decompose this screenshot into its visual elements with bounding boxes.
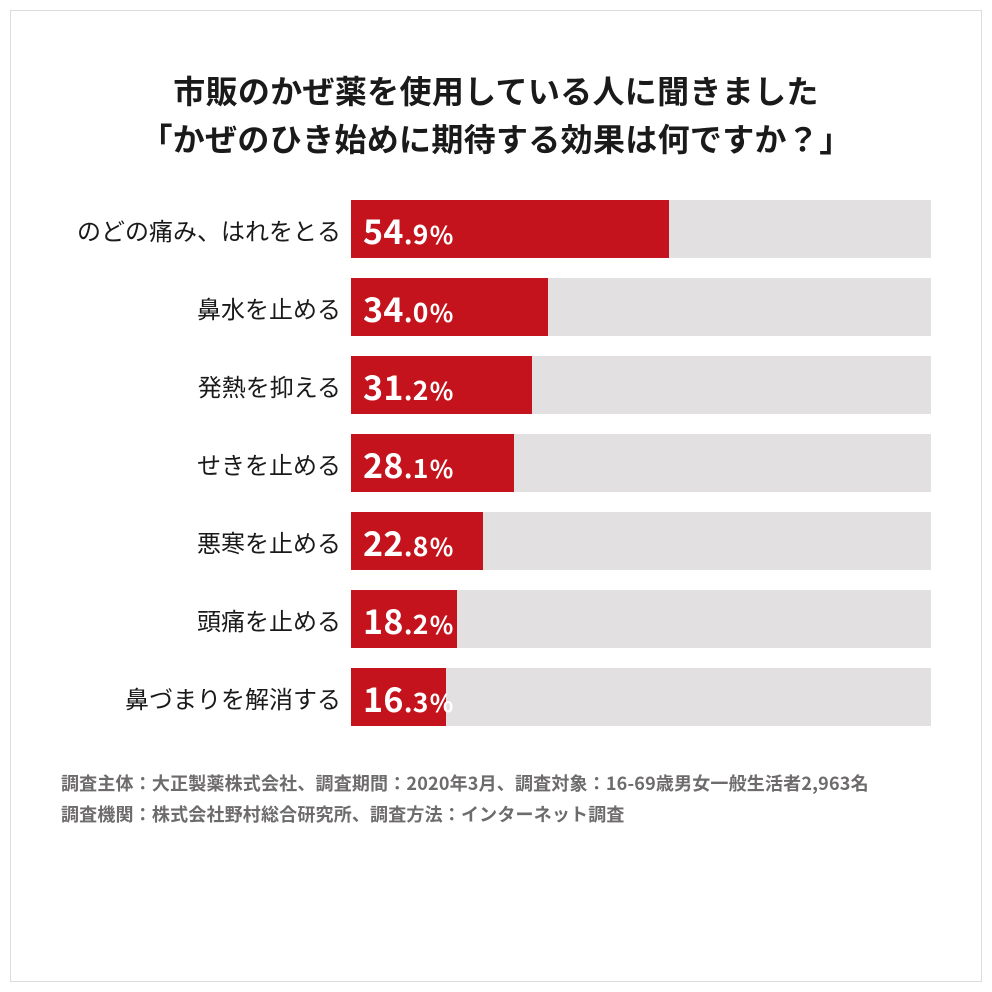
bar-value-int: 34 xyxy=(363,283,404,332)
bar-value-int: 28 xyxy=(363,439,404,488)
bar-row: のどの痛み、はれをとる54.9% xyxy=(61,200,931,258)
bar-track: 34.0% xyxy=(351,278,931,336)
bar-value: 16.3% xyxy=(351,673,454,722)
footnote-line-1: 調査主体：大正製薬株式会社、調査期間：2020年3月、調査対象：16-69歳男女… xyxy=(61,768,931,799)
bar-value-dec: .2 xyxy=(404,603,429,642)
bar-value-dec: .0 xyxy=(404,291,429,330)
percent-icon: % xyxy=(430,373,454,408)
bar-row: 鼻づまりを解消する16.3% xyxy=(61,668,931,726)
bar-fill: 22.8% xyxy=(351,512,483,570)
bar-value-dec: .9 xyxy=(404,213,429,252)
percent-icon: % xyxy=(430,451,454,486)
percent-icon: % xyxy=(430,217,454,252)
bar-value: 22.8% xyxy=(351,517,454,566)
percent-icon: % xyxy=(430,607,454,642)
bar-value-dec: .1 xyxy=(404,447,429,486)
title-line-2: 「かぜのひき始めに期待する効果は何ですか？」 xyxy=(61,114,931,162)
percent-icon: % xyxy=(430,685,454,720)
percent-icon: % xyxy=(430,295,454,330)
bar-fill: 34.0% xyxy=(351,278,548,336)
bar-label: せきを止める xyxy=(61,434,351,492)
bar-row: せきを止める28.1% xyxy=(61,434,931,492)
bar-track: 28.1% xyxy=(351,434,931,492)
bar-value-dec: .3 xyxy=(404,681,429,720)
bar-label: 頭痛を止める xyxy=(61,590,351,648)
bar-label: 鼻づまりを解消する xyxy=(61,668,351,726)
bar-row: 頭痛を止める18.2% xyxy=(61,590,931,648)
bar-fill: 54.9% xyxy=(351,200,669,258)
bar-row: 鼻水を止める34.0% xyxy=(61,278,931,336)
bar-fill: 31.2% xyxy=(351,356,532,414)
chart-footnote: 調査主体：大正製薬株式会社、調査期間：2020年3月、調査対象：16-69歳男女… xyxy=(61,768,931,829)
bar-label: 発熱を抑える xyxy=(61,356,351,414)
bar-track: 54.9% xyxy=(351,200,931,258)
bar-value: 28.1% xyxy=(351,439,454,488)
bar-track: 31.2% xyxy=(351,356,931,414)
bar-label: 悪寒を止める xyxy=(61,512,351,570)
bar-value-int: 18 xyxy=(363,595,404,644)
bar-value: 18.2% xyxy=(351,595,454,644)
bar-track: 22.8% xyxy=(351,512,931,570)
bar-fill: 18.2% xyxy=(351,590,457,648)
bar-value: 31.2% xyxy=(351,361,454,410)
chart-card: 市販のかぜ薬を使用している人に聞きました 「かぜのひき始めに期待する効果は何です… xyxy=(10,10,982,982)
bar-list: のどの痛み、はれをとる54.9%鼻水を止める34.0%発熱を抑える31.2%せき… xyxy=(61,200,931,726)
bar-value: 34.0% xyxy=(351,283,454,332)
bar-value-dec: .2 xyxy=(404,369,429,408)
chart-title: 市販のかぜ薬を使用している人に聞きました 「かぜのひき始めに期待する効果は何です… xyxy=(61,66,931,162)
bar-value-int: 16 xyxy=(363,673,404,722)
bar-label: のどの痛み、はれをとる xyxy=(61,200,351,258)
bar-value-int: 54 xyxy=(363,205,404,254)
footnote-line-2: 調査機関：株式会社野村総合研究所、調査方法：インターネット調査 xyxy=(61,799,931,830)
bar-value-int: 31 xyxy=(363,361,404,410)
bar-track: 16.3% xyxy=(351,668,931,726)
bar-fill: 28.1% xyxy=(351,434,514,492)
bar-label: 鼻水を止める xyxy=(61,278,351,336)
bar-value-int: 22 xyxy=(363,517,404,566)
title-line-1: 市販のかぜ薬を使用している人に聞きました xyxy=(61,66,931,114)
bar-value-dec: .8 xyxy=(404,525,429,564)
bar-track: 18.2% xyxy=(351,590,931,648)
percent-icon: % xyxy=(430,529,454,564)
bar-value: 54.9% xyxy=(351,205,454,254)
bar-fill: 16.3% xyxy=(351,668,446,726)
bar-row: 悪寒を止める22.8% xyxy=(61,512,931,570)
bar-row: 発熱を抑える31.2% xyxy=(61,356,931,414)
